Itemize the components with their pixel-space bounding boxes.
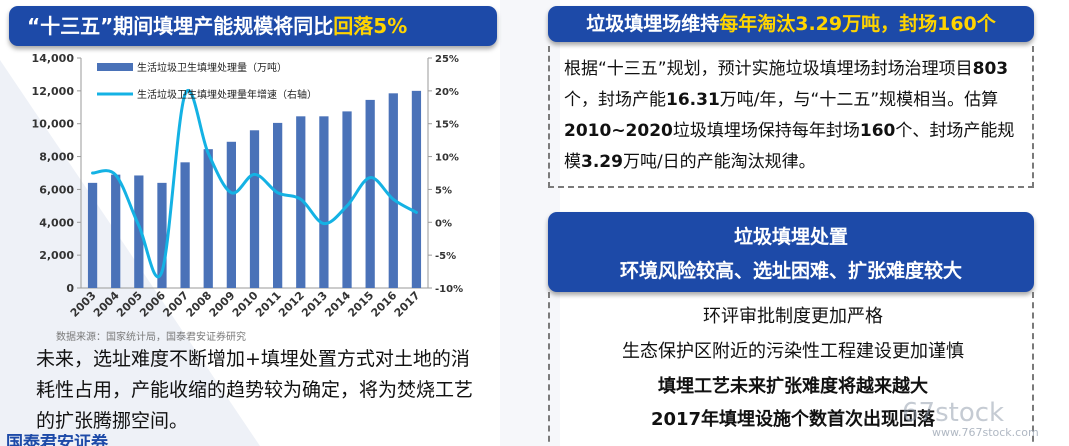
bar — [411, 90, 422, 288]
growth-point — [138, 225, 140, 227]
right-box-2-line-1: 环评审批制度更加严格 — [703, 306, 883, 327]
left-paragraph: 未来，选址难度不断增加+填埋处置方式对土地的消耗性占用，产能收缩的趋势较为确定，… — [36, 348, 474, 432]
growth-point — [161, 271, 163, 273]
legend-label-line: 生活垃圾卫生填埋处理量年增速（右轴） — [137, 88, 317, 101]
growth-point — [415, 211, 417, 213]
bar — [134, 175, 144, 288]
growth-point — [115, 174, 117, 176]
company-logo: 国泰君安证券 — [6, 434, 108, 446]
x-tick-label: 2008 — [184, 289, 215, 320]
growth-point — [323, 223, 325, 225]
growth-point — [92, 172, 94, 174]
bar — [180, 162, 190, 288]
watermark-sub: www.767stock.com — [932, 426, 1039, 439]
right-box-1-text-2: 个，封场产能 — [564, 90, 666, 110]
right-header-1-text: 垃圾填埋场维持 — [586, 13, 720, 35]
right-tick-label: 20% — [435, 87, 459, 98]
right-header-1: 垃圾填埋场维持每年淘汰3.29万吨，封场160个 — [548, 6, 1034, 42]
bar — [157, 182, 167, 288]
right-box-1-text-4: 垃圾填埋场保持每年封场 — [672, 121, 860, 141]
right-box-1-bold-1: 803 — [972, 59, 1009, 79]
right-header-2-line-1: 垃圾填埋处置 — [733, 226, 848, 248]
right-tick-label: 10% — [435, 153, 459, 164]
bar — [226, 141, 236, 288]
growth-point — [346, 205, 348, 207]
left-tick-label: 14,000 — [32, 52, 75, 65]
right-box-2-line-4: 2017年填埋设施个数首次出现回落 — [650, 409, 936, 430]
growth-point — [277, 192, 279, 194]
growth-line — [91, 89, 418, 279]
bar — [296, 116, 306, 288]
bar — [342, 111, 352, 288]
left-tick-label: 10,000 — [32, 118, 75, 131]
bar — [273, 122, 283, 289]
x-tick-label: 2013 — [299, 289, 330, 320]
chart-area: 0 2,000 4,000 6,000 8,000 10,000 12,000 14,000 -… — [12, 50, 472, 345]
chart-svg: 0 2,000 4,000 6,000 8,000 10,000 12,000 14,000 -… — [32, 52, 464, 320]
right-tick-label: 0% — [435, 218, 452, 229]
left-tick-label: 2,000 — [39, 249, 74, 262]
right-box-1-text-5: 个、封场产能规模 — [564, 121, 1015, 172]
right-tick-label: 5% — [435, 185, 452, 196]
right-box-1: 根据“十三五”规划，预计实施垃圾填埋场封场治理项目803个，封场产能16.31万… — [548, 46, 1034, 188]
left-tick-label: 12,000 — [32, 85, 75, 98]
right-box-1-text-1: 根据“十三五”规划，预计实施垃圾填埋场封场治理项目 — [564, 59, 973, 79]
right-header-2-line-2: 环境风险较高、选址困难、扩张难度较大 — [619, 260, 962, 282]
growth-point — [300, 198, 302, 200]
growth-point — [184, 93, 186, 95]
growth-point — [254, 173, 255, 175]
x-tick-label: 2011 — [253, 289, 284, 320]
x-tick-label: 2009 — [207, 289, 238, 320]
right-header-1-highlight: 每年淘汰3.29万吨，封场160个 — [719, 13, 996, 35]
logo-strip: 国泰君安证券 — [0, 434, 270, 446]
bar — [365, 99, 375, 288]
x-tick-label: 2012 — [276, 289, 307, 320]
right-box-2: 环评审批制度更加严格 生态保护区附近的污染性工程建设更加谨慎 填埋工艺未来扩张难… — [548, 292, 1034, 446]
right-box-1-bold-3: 2010~2020 — [564, 121, 673, 141]
bar — [87, 182, 98, 288]
left-header-highlight: 回落5% — [333, 14, 408, 38]
right-box-1-bold-4: 160 — [859, 121, 896, 141]
growth-point — [392, 198, 394, 200]
legend-swatch-bar — [97, 63, 133, 71]
right-header-2: 垃圾填埋处置 环境风险较高、选址困难、扩张难度较大 — [548, 212, 1034, 292]
right-box-1-bold-2: 16.31 — [666, 90, 720, 110]
right-box-1-text-6: 万吨/日的产能淘汰规律。 — [622, 152, 816, 172]
legend-label-bar: 生活垃圾卫生填埋处理量（万吨） — [137, 61, 287, 74]
bar — [249, 130, 260, 288]
bar — [388, 93, 398, 288]
right-box-1-bold-5: 3.29 — [581, 152, 623, 172]
x-tick-label: 2015 — [345, 289, 376, 320]
left-header-text: “十三五”期间填埋产能规模将同比 — [27, 14, 334, 38]
x-tick-label: 2017 — [392, 289, 423, 320]
right-tick-label: -5% — [435, 251, 456, 262]
watermark-main: 67stock — [902, 398, 1005, 428]
bar — [203, 149, 213, 288]
growth-point — [207, 152, 209, 154]
growth-point — [369, 177, 371, 179]
right-box-1-text-3: 万吨/年，与“十二五”规模相当。估算 — [719, 90, 999, 110]
right-box-2-line-2: 生态保护区附近的污染性工程建设更加谨慎 — [622, 341, 964, 362]
x-tick-label: 2005 — [114, 289, 145, 320]
bar — [319, 116, 329, 288]
left-tick-label: 0 — [66, 282, 74, 295]
left-header: “十三五”期间填埋产能规模将同比回落5% — [9, 6, 497, 46]
x-tick-label: 2007 — [160, 289, 191, 320]
bar — [111, 174, 121, 288]
right-tick-label: 25% — [435, 54, 459, 65]
left-tick-label: 4,000 — [39, 216, 74, 229]
growth-point — [230, 192, 232, 194]
right-tick-label: -10% — [435, 284, 463, 295]
right-box-2-line-3: 填埋工艺未来扩张难度将越来越大 — [658, 376, 928, 397]
right-tick-label: 15% — [435, 120, 459, 131]
left-tick-label: 6,000 — [39, 183, 74, 196]
left-tick-label: 8,000 — [39, 151, 74, 164]
chart-source-note: 数据来源：国家统计局，国泰君安证券研究 — [56, 332, 246, 343]
